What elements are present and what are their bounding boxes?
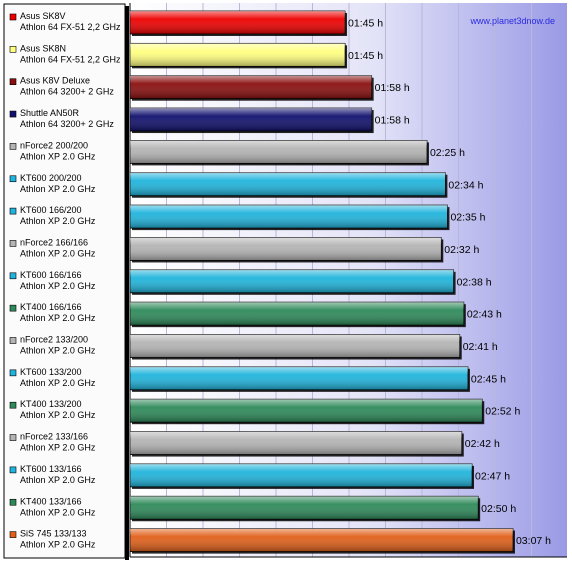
value-label: 01:45 h	[348, 50, 383, 62]
legend-sub: Athlon XP 2.0 GHz	[20, 248, 96, 258]
value-label: 02:34 h	[448, 179, 483, 191]
legend-swatch	[9, 78, 17, 85]
bar-highlight	[130, 140, 427, 164]
value-label: 02:47 h	[475, 470, 510, 482]
bar-highlight	[130, 108, 372, 132]
legend-swatch	[9, 401, 17, 409]
legend-name: KT600 133/200	[20, 367, 82, 377]
legend-name: nForce2 133/200	[20, 335, 88, 345]
bar-highlight	[130, 269, 454, 293]
legend-swatch	[9, 46, 17, 53]
legend-swatch	[9, 337, 17, 344]
legend-sub: Athlon XP 2.0 GHz	[20, 540, 96, 550]
bar-highlight	[130, 205, 448, 229]
legend-sub: Athlon XP 2.0 GHz	[20, 475, 96, 485]
value-label: 01:45 h	[348, 18, 383, 30]
legend-sub: Athlon XP 2.0 GHz	[20, 346, 96, 356]
legend-sub: Athlon XP 2.0 GHz	[20, 443, 96, 453]
value-label: 02:41 h	[463, 341, 498, 353]
legend-swatch	[9, 143, 17, 150]
legend-sub: Athlon XP 2.0 GHz	[20, 216, 96, 226]
legend-swatch	[9, 110, 17, 118]
bar-highlight	[130, 172, 446, 196]
value-label: 01:58 h	[375, 82, 410, 94]
legend-swatch	[9, 531, 17, 538]
legend-swatch	[9, 498, 17, 506]
legend-sub: Athlon 64 3200+ 2 GHz	[20, 119, 114, 129]
bar-highlight	[130, 399, 483, 423]
legend-sub: Athlon XP 2.0 GHz	[20, 313, 96, 323]
legend-name: Asus K8V Deluxe	[20, 76, 90, 86]
bar-highlight	[130, 496, 479, 520]
legend-swatch	[9, 466, 17, 474]
value-label: 02:45 h	[471, 373, 506, 385]
legend-swatch	[9, 304, 17, 312]
legend-swatch	[9, 207, 17, 215]
value-label: 02:38 h	[457, 276, 492, 288]
bars: 01:45 h 01:45 h 01:58 h 01:58 h 02:25 h 02:34…	[129, 10, 551, 554]
legend-name: KT600 133/166	[20, 464, 82, 474]
bar-highlight	[130, 43, 346, 67]
legend-swatch	[9, 13, 17, 21]
legend-name: Asus SK8N	[20, 43, 66, 53]
bar-highlight	[130, 463, 473, 487]
legend-sub: Athlon XP 2.0 GHz	[20, 151, 96, 161]
legend-swatch	[9, 272, 17, 280]
value-label: 02:42 h	[465, 438, 500, 450]
bar-highlight	[130, 528, 513, 552]
legend-name: SiS 745 133/133	[20, 529, 87, 539]
legend-swatch	[9, 240, 17, 247]
legend-name: KT400 166/166	[20, 302, 82, 312]
bar-highlight	[130, 366, 468, 390]
bar-highlight	[130, 431, 462, 455]
legend-sub: Athlon 64 3200+ 2 GHz	[20, 87, 114, 97]
legend-swatch	[9, 369, 17, 377]
value-label: 02:35 h	[450, 212, 485, 224]
legend-name: Asus SK8V	[20, 11, 66, 21]
legend-sub: Athlon XP 2.0 GHz	[20, 184, 96, 194]
value-label: 01:58 h	[375, 115, 410, 127]
value-label: 02:52 h	[485, 406, 520, 418]
value-label: 02:25 h	[430, 147, 465, 159]
bar-highlight	[130, 237, 442, 261]
legend-name: KT600 166/166	[20, 270, 82, 280]
legend-sub: Athlon 64 FX-51 2,2 GHz	[20, 54, 121, 64]
legend-name: KT600 166/200	[20, 205, 82, 215]
legend-swatch	[9, 175, 17, 183]
legend-sub: Athlon XP 2.0 GHz	[20, 507, 96, 517]
legend-name: KT400 133/166	[20, 496, 82, 506]
bar-highlight	[130, 302, 464, 326]
legend-sub: Athlon XP 2.0 GHz	[20, 378, 96, 388]
legend-name: KT600 200/200	[20, 173, 82, 183]
legend-name: Shuttle AN50R	[20, 108, 80, 118]
value-label: 03:07 h	[516, 535, 551, 547]
legend-sub: Athlon XP 2.0 GHz	[20, 410, 96, 420]
legend-shadow	[125, 6, 129, 560]
legend-swatch	[9, 434, 17, 441]
value-label: 02:43 h	[467, 309, 502, 321]
legend-panel	[3, 3, 126, 559]
bar-highlight	[130, 334, 460, 358]
legend-name: nForce2 200/200	[20, 140, 88, 150]
value-label: 02:32 h	[444, 244, 479, 256]
bar-highlight	[130, 75, 372, 99]
legend-name: KT400 133/200	[20, 399, 82, 409]
legend-name: nForce2 166/166	[20, 237, 88, 247]
source-watermark: www.planet3dnow.de	[469, 16, 555, 26]
value-label: 02:50 h	[481, 503, 516, 515]
bar-highlight	[130, 11, 346, 34]
legend-sub: Athlon XP 2.0 GHz	[20, 281, 96, 291]
legend-sub: Athlon 64 FX-51 2,2 GHz	[20, 22, 121, 32]
legend-name: nForce2 133/166	[20, 432, 88, 442]
